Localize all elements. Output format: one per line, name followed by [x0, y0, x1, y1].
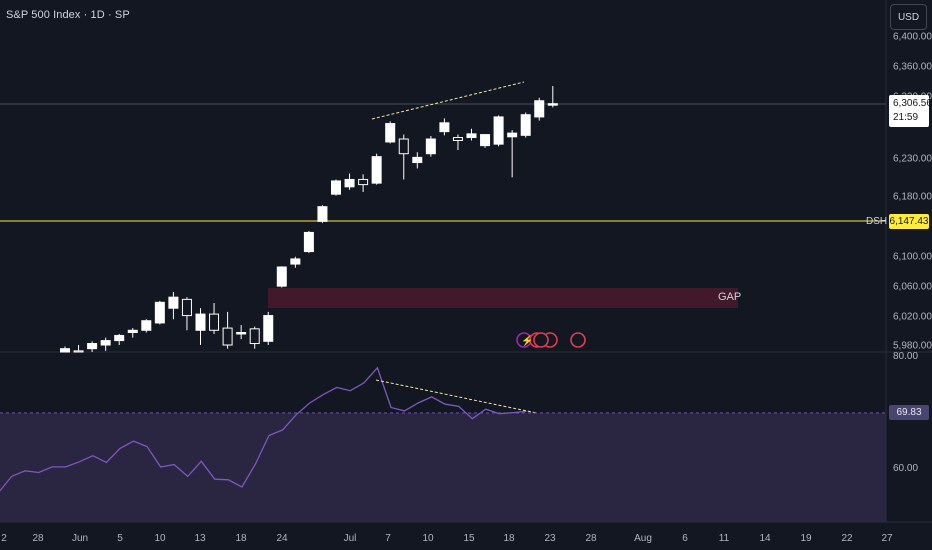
candle-up [466, 133, 477, 139]
candle-up [263, 315, 274, 342]
candle-down [249, 328, 260, 345]
candle-down [209, 313, 220, 331]
candle-up [168, 296, 179, 309]
time-tick-label: 13 [194, 533, 206, 544]
us-flag-icon [533, 332, 549, 348]
currency-button[interactable]: USD [890, 4, 927, 30]
candle-up [439, 122, 450, 133]
price-tick-label: 6,360.00 [893, 62, 932, 73]
gap-label: GAP [718, 291, 742, 303]
gap-zone [268, 288, 738, 308]
candle-up [154, 301, 165, 324]
candle-up [385, 123, 396, 143]
time-tick-label: 28 [32, 533, 44, 544]
time-tick-label: 18 [503, 533, 515, 544]
time-tick-label: 24 [276, 533, 288, 544]
time-tick-label: 28 [585, 533, 597, 544]
time-tick-label: Jun [72, 533, 88, 544]
candle-up [290, 258, 301, 265]
lightning-glyph: ⚡ [521, 334, 533, 347]
candle-up [480, 134, 491, 147]
candle-up [507, 132, 518, 138]
time-tick-label: 2 [1, 533, 7, 544]
time-tick-label: 10 [422, 533, 434, 544]
candle-up [520, 114, 531, 136]
us-flag-icon [570, 332, 586, 348]
price-tick-label: 6,180.00 [893, 192, 932, 203]
candle-up [276, 266, 287, 287]
candle-up [87, 343, 98, 350]
candle-up [412, 156, 423, 164]
price-tick-label: 6,230.00 [893, 154, 932, 165]
candle-up [127, 329, 138, 333]
candle-up [344, 178, 355, 188]
candle-up [331, 180, 341, 195]
rsi-tick-label: 60.00 [893, 463, 918, 474]
time-tick-label: 18 [235, 533, 247, 544]
time-tick-label: 22 [841, 533, 853, 544]
time-tick-label: 15 [463, 533, 475, 544]
price-tick-label: 6,060.00 [893, 282, 932, 293]
candle-down [358, 178, 369, 186]
candle-up [317, 206, 328, 222]
candle-up [60, 348, 70, 353]
price-divergence-line [371, 81, 525, 120]
price-tick-label: 6,100.00 [893, 252, 932, 263]
candle-up [303, 231, 314, 253]
rsi-divergence-line [375, 379, 538, 414]
candle-up [114, 334, 125, 342]
candle-down [181, 298, 192, 317]
time-tick-label: 23 [544, 533, 556, 544]
dsh-label: DSH [866, 216, 888, 227]
price-tick-label: 6,020.00 [893, 312, 932, 323]
time-tick-label: 14 [759, 533, 771, 544]
rsi-band [0, 412, 886, 522]
time-tick-label: Aug [634, 533, 652, 544]
candle-up [534, 100, 545, 118]
time-tick-label: 27 [881, 533, 893, 544]
candle-down [452, 137, 463, 141]
candle-down [73, 350, 84, 353]
candle-up [547, 103, 558, 106]
candle-up [100, 340, 111, 346]
candle-down [222, 327, 233, 346]
rsi-tick-label: 80.00 [893, 351, 918, 362]
last-price-value: 6,306.56 [893, 98, 932, 109]
candle-down [398, 138, 409, 155]
time-tick-label: 7 [385, 533, 391, 544]
time-tick-label: 6 [682, 533, 688, 544]
time-tick-label: 10 [154, 533, 166, 544]
rsi-value-badge: 69.83 [889, 405, 929, 420]
dsh-price-badge: 6,147.43 [889, 214, 929, 229]
time-tick-label: Jul [344, 533, 357, 544]
time-tick-label: 5 [117, 533, 123, 544]
candle-up [425, 138, 436, 155]
rsi-line [0, 366, 527, 492]
candle-up [195, 313, 206, 331]
candle-up [141, 320, 152, 331]
countdown-timer: 21:59 [893, 112, 919, 123]
time-tick-label: 19 [800, 533, 812, 544]
candle-up [236, 331, 247, 335]
time-tick-label: 11 [719, 533, 730, 544]
price-tick-label: 5,980.00 [893, 341, 932, 352]
symbol-title[interactable]: S&P 500 Index · 1D · SP [6, 9, 130, 21]
candle-up [371, 156, 382, 184]
last-price-badge: 6,306.56 21:59 [889, 95, 932, 127]
candle-up [493, 116, 504, 145]
price-tick-label: 6,400.00 [893, 32, 932, 43]
